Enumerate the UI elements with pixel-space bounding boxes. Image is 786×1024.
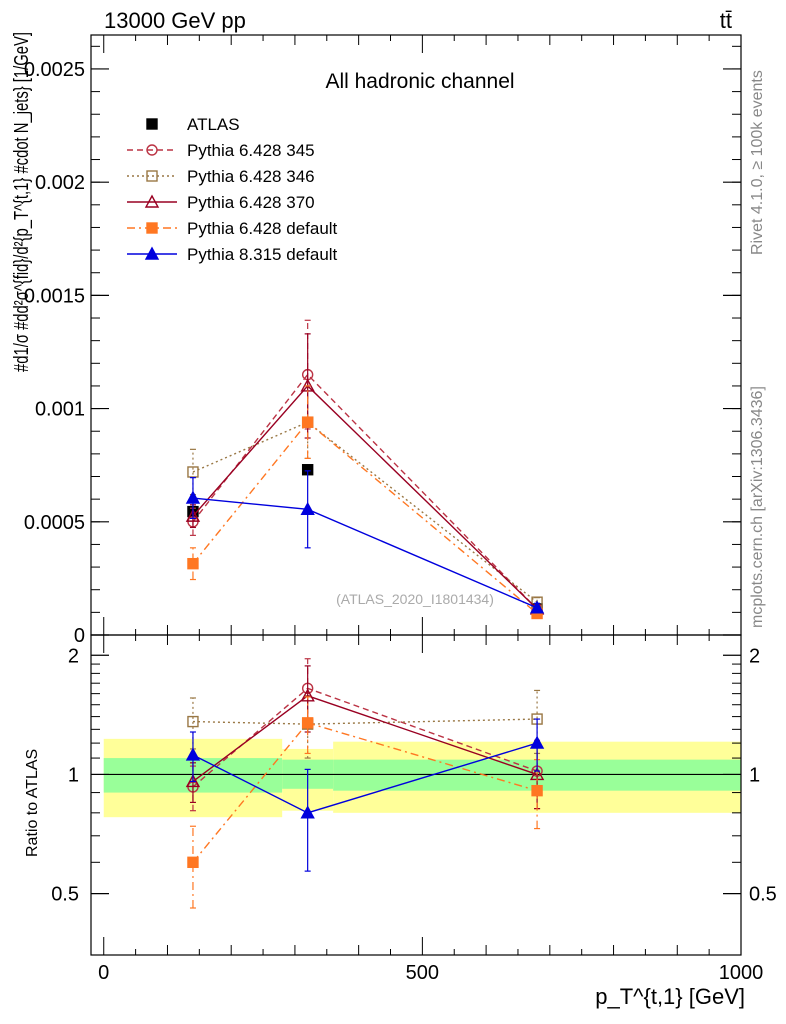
legend-item-pythia-8-315-default: Pythia 8.315 default [127,245,338,264]
ratio-ytick-label-left: 2 [68,645,79,667]
legend-marker [146,222,158,234]
main-series-pythia-8-315-default [185,470,545,614]
main-line-pythia-6-428-346 [192,421,538,603]
legend-label: Pythia 6.428 345 [187,141,315,160]
main-panel: 0 0.0005 0.001 0.0015 0.002 0.0025 All hadron… [11,32,742,647]
xtick-label: 1000 [719,962,764,984]
ratio-point [529,735,545,749]
legend-marker [146,170,158,182]
legend-item-pythia-6-428-default: Pythia 6.428 default [127,219,338,238]
ratio-ytick-label-left: 1 [68,764,79,786]
main-point [300,501,315,516]
xtick-label: 500 [406,962,439,984]
main-ytick-label: 0.001 [35,399,85,421]
main-point [301,416,314,428]
legend-item-pythia-6-428-346: Pythia 6.428 346 [127,167,315,186]
main-point [185,490,201,504]
legend-marker [144,246,160,260]
watermark: (ATLAS_2020_I1801434) [336,591,494,607]
ratio-ytick-label-left: 0.5 [51,884,79,906]
energy-label: 13000 GeV pp [104,8,246,33]
ratio-ytick-label-right: 1 [749,764,760,786]
main-point [185,508,201,522]
main-point [187,466,199,478]
main-ytick-label: 0.0005 [24,512,85,534]
legend-label: Pythia 6.428 346 [187,167,315,186]
main-title: All hadronic channel [325,70,514,93]
ratio-ylabel: Ratio to ATLAS [24,749,41,857]
legend: ATLAS Pythia 6.428 345 Pythia 6.428 346 Pyt… [127,115,338,264]
legend-label: Pythia 6.428 default [187,219,338,238]
main-series-pythia-6-428-345 [187,319,543,615]
main-line-pythia-6-428-370 [192,384,538,610]
legend-label: Pythia 8.315 default [187,245,338,264]
ratio-point [301,717,314,729]
ratio-point [187,856,199,869]
x-axis-label: p_T^{t,1} [GeV] [595,984,745,1009]
ratio-point [300,688,315,702]
ratio-point [185,747,201,761]
main-ytick-label: 0.0015 [24,285,85,307]
legend-marker [146,118,158,130]
ratio-series-pythia-8-315-default [185,718,545,872]
xtick-label: 0 [98,962,109,984]
main-ytick-label: 0.0025 [24,59,85,81]
ratio-ytick-label-right: 0.5 [749,884,777,906]
ratio-line-pythia-6-428-346 [192,718,538,725]
legend-item-pythia-6-428-345: Pythia 6.428 345 [127,141,315,160]
process-label: tt̄ [720,8,732,33]
ratio-point [187,715,199,728]
main-line-pythia-6-428-default [192,421,538,615]
main-series-pythia-6-428-370 [185,333,545,615]
legend-item-atlas: ATLAS [146,115,240,134]
legend-marker [144,194,160,208]
rivet-label: Rivet 4.1.0, ≥ 100k events [749,70,766,255]
legend-marker [146,144,158,156]
ratio-point [300,805,315,819]
main-ytick-label: 0.002 [35,172,85,194]
main-ytick-label: 0 [74,625,85,647]
legend-label: Pythia 6.428 370 [187,193,315,212]
legend-item-pythia-6-428-370: Pythia 6.428 370 [127,193,315,212]
ratio-frame [90,634,742,956]
source-label: mcplots.cern.ch [arXiv:1306.3436] [749,386,766,628]
main-point [529,600,545,614]
main-line-pythia-6-428-345 [192,373,538,610]
main-point [187,557,199,570]
ratio-point [531,784,543,797]
ratio-panel: 0.5 0.5 1 1 2 2 0 500 1000 Ratio to ATLAS p_T^{t… [24,634,777,1009]
legend-label: ATLAS [187,115,240,134]
ratio-ytick-label-right: 2 [749,645,760,667]
main-ylabel: #d1/σ #dd²σ^{fid}/d²{p_T^{t,1} #cdot N_j… [11,32,33,372]
